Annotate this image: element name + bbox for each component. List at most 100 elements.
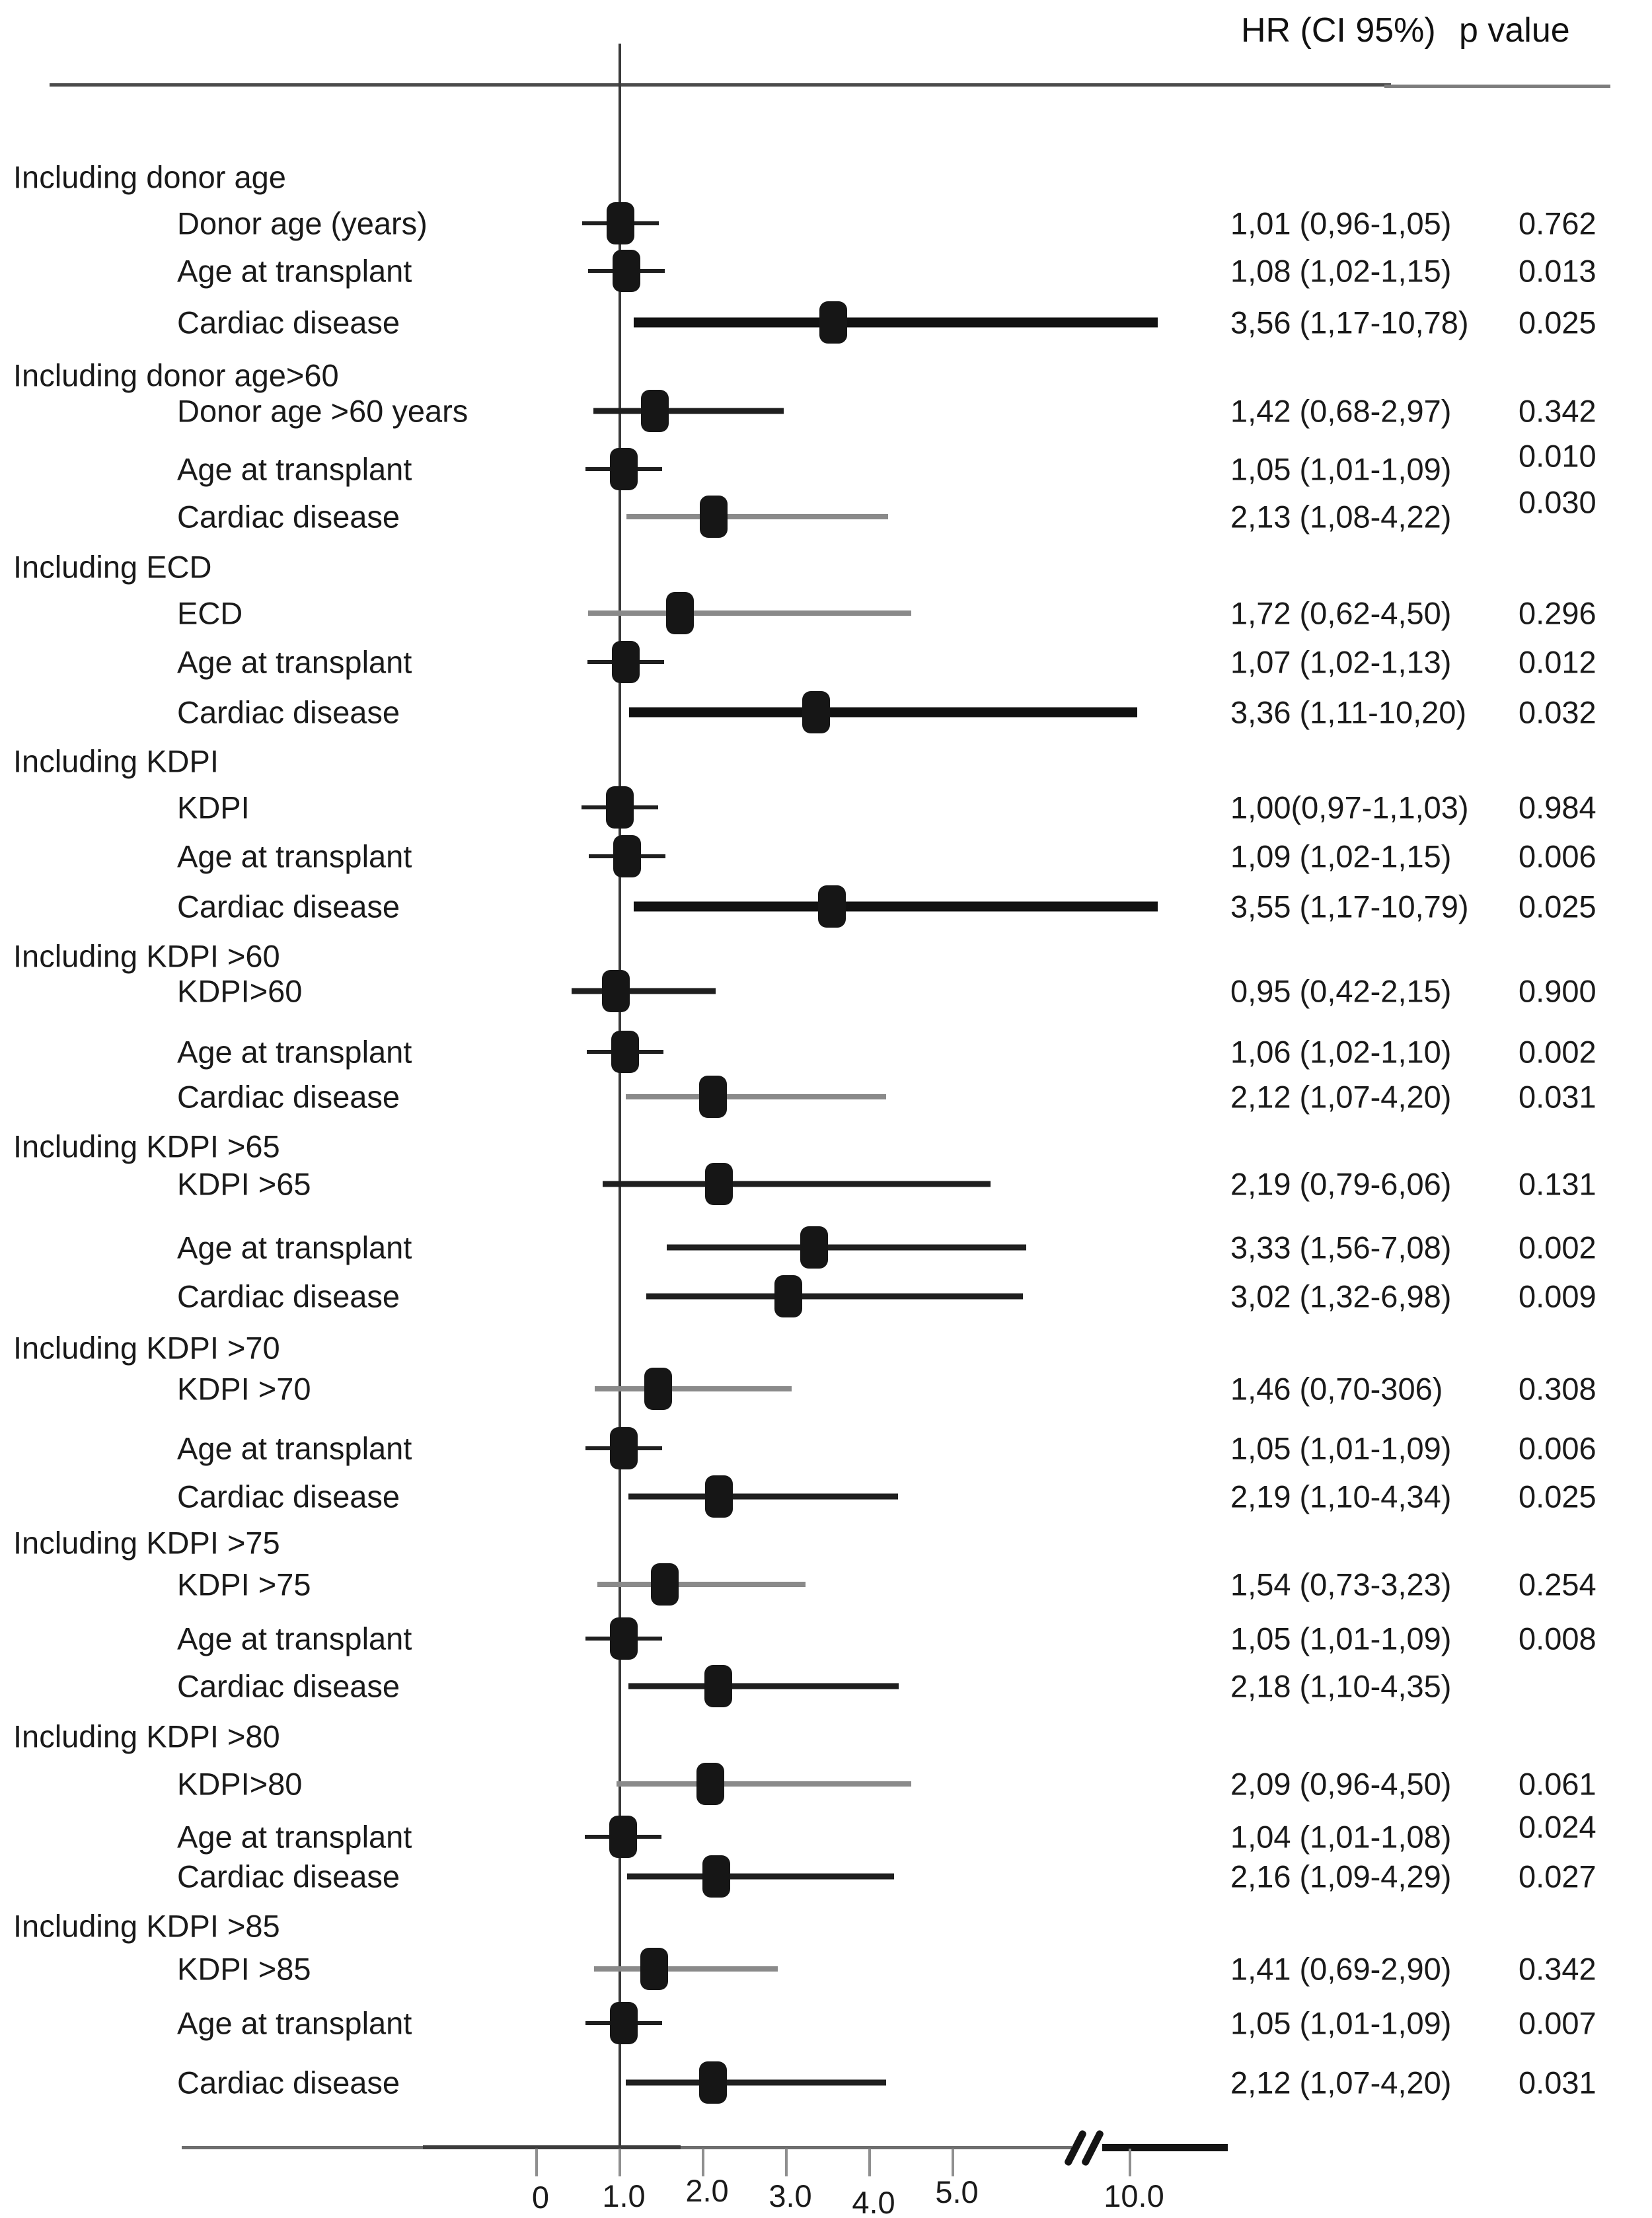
- p-value-text: 0.131: [1519, 1166, 1596, 1202]
- p-value-text: 0.984: [1519, 790, 1596, 825]
- x-axis-tick: [619, 2149, 621, 2176]
- hr-ci-text: 1,06 (1,02-1,10): [1230, 1034, 1452, 1070]
- hr-ci-text: 1,04 (1,01-1,08): [1230, 1819, 1452, 1855]
- hr-marker: [611, 1031, 639, 1073]
- ci-whisker: [646, 1293, 1024, 1300]
- hr-marker: [700, 496, 728, 538]
- hr-marker: [704, 1665, 732, 1707]
- x-axis-line-post-break: [1102, 2144, 1228, 2151]
- row-label: Cardiac disease: [177, 499, 400, 535]
- p-value-text: 0.061: [1519, 1766, 1596, 1802]
- x-axis-tick-label: 3.0: [769, 2178, 812, 2213]
- hr-marker: [640, 390, 669, 432]
- p-value-text: 0.025: [1519, 305, 1596, 340]
- hr-marker: [699, 1076, 728, 1118]
- hr-ci-text: 3,33 (1,56-7,08): [1230, 1230, 1452, 1265]
- row-label: Age at transplant: [177, 253, 412, 289]
- reference-line-hr-1: [619, 44, 621, 2150]
- x-axis-tick: [868, 2149, 871, 2176]
- row-label: Cardiac disease: [177, 1278, 400, 1314]
- hr-marker: [610, 2002, 638, 2044]
- hr-marker: [610, 1427, 638, 1469]
- hr-ci-text: 2,19 (0,79-6,06): [1230, 1166, 1452, 1202]
- row-label: Age at transplant: [177, 1819, 412, 1855]
- hr-ci-text: 2,18 (1,10-4,35): [1230, 1668, 1452, 1704]
- section-header: Including KDPI >70: [13, 1330, 280, 1366]
- row-label: Cardiac disease: [177, 1079, 400, 1115]
- ci-whisker: [666, 1244, 1027, 1251]
- p-value-text: 0.308: [1519, 1371, 1596, 1407]
- hr-marker: [800, 1226, 828, 1269]
- p-value-text: 0.031: [1519, 1079, 1596, 1115]
- p-value-text: 0.342: [1519, 393, 1596, 429]
- hr-ci-text: 1,00(0,97-1,1,03): [1230, 790, 1469, 825]
- row-label: KDPI >85: [177, 1951, 311, 1987]
- row-label: Cardiac disease: [177, 1668, 400, 1704]
- hr-ci-text: 0,95 (0,42-2,15): [1230, 973, 1452, 1009]
- ci-whisker: [595, 1386, 792, 1391]
- ci-whisker: [627, 1873, 894, 1880]
- row-label: Age at transplant: [177, 1034, 412, 1070]
- hr-ci-text: 1,05 (1,01-1,09): [1230, 1430, 1452, 1466]
- x-axis-line-dark-segment: [423, 2145, 681, 2149]
- ci-whisker: [588, 610, 911, 616]
- p-value-text: 0.006: [1519, 1430, 1596, 1466]
- ci-whisker: [593, 1966, 778, 1972]
- hr-ci-text: 3,02 (1,32-6,98): [1230, 1278, 1452, 1314]
- p-value-text: 0.008: [1519, 1621, 1596, 1656]
- ci-whisker: [628, 707, 1137, 718]
- ci-whisker: [602, 1181, 991, 1187]
- x-axis-tick: [1129, 2149, 1131, 2176]
- hr-marker: [651, 1563, 679, 1606]
- row-label: KDPI>80: [177, 1766, 303, 1802]
- p-value-text: 0.296: [1519, 595, 1596, 631]
- p-value-text: 0.900: [1519, 973, 1596, 1009]
- hr-ci-text: 2,16 (1,09-4,29): [1230, 1859, 1452, 1894]
- p-value-text: 0.027: [1519, 1859, 1596, 1894]
- p-value-text: 0.025: [1519, 1479, 1596, 1514]
- row-label: KDPI>60: [177, 973, 303, 1009]
- p-value-text: 0.002: [1519, 1230, 1596, 1265]
- x-axis-tick-label: 5.0: [935, 2174, 979, 2209]
- p-value-text: 0.010: [1519, 438, 1596, 474]
- hr-column-header: HR (CI 95%): [1241, 11, 1436, 50]
- hr-ci-text: 1,05 (1,01-1,09): [1230, 2005, 1452, 2041]
- ci-whisker: [626, 514, 888, 519]
- hr-marker: [611, 641, 640, 683]
- hr-ci-text: 3,36 (1,11-10,20): [1230, 694, 1467, 730]
- p-value-text: 0.030: [1519, 484, 1596, 520]
- hr-ci-text: 1,42 (0,68-2,97): [1230, 393, 1452, 429]
- hr-marker: [774, 1275, 802, 1317]
- hr-marker: [640, 1948, 668, 1990]
- hr-marker: [704, 1163, 733, 1205]
- top-rule-left-segment: [50, 83, 1391, 87]
- p-value-column-header: p value: [1459, 11, 1570, 50]
- hr-ci-text: 2,12 (1,07-4,20): [1230, 2065, 1452, 2100]
- row-label: Age at transplant: [177, 838, 412, 874]
- hr-ci-text: 2,09 (0,96-4,50): [1230, 1766, 1452, 1802]
- x-axis-tick-label: 10.0: [1104, 2178, 1164, 2213]
- ci-whisker: [571, 988, 716, 994]
- hr-ci-text: 1,07 (1,02-1,13): [1230, 644, 1452, 680]
- hr-ci-text: 1,72 (0,62-4,50): [1230, 595, 1452, 631]
- row-label: Cardiac disease: [177, 694, 400, 730]
- p-value-text: 0.013: [1519, 253, 1596, 289]
- section-header: Including KDPI >60: [13, 938, 280, 974]
- p-value-text: 0.254: [1519, 1567, 1596, 1602]
- hr-marker: [699, 2061, 728, 2104]
- section-header: Including donor age: [13, 159, 286, 195]
- ci-whisker: [628, 1493, 898, 1500]
- row-label: Cardiac disease: [177, 1859, 400, 1894]
- section-header: Including KDPI >75: [13, 1525, 280, 1561]
- hr-ci-text: 1,05 (1,01-1,09): [1230, 451, 1452, 487]
- x-axis-tick-label: 0: [531, 2180, 550, 2215]
- hr-marker: [610, 448, 638, 490]
- row-label: Age at transplant: [177, 1430, 412, 1466]
- hr-marker: [609, 1816, 638, 1858]
- x-axis-tick-label: 2.0: [685, 2173, 729, 2208]
- p-value-text: 0.025: [1519, 889, 1596, 924]
- row-label: Age at transplant: [177, 451, 412, 487]
- p-value-text: 0.009: [1519, 1278, 1596, 1314]
- hr-marker: [819, 301, 847, 344]
- hr-marker: [613, 250, 641, 292]
